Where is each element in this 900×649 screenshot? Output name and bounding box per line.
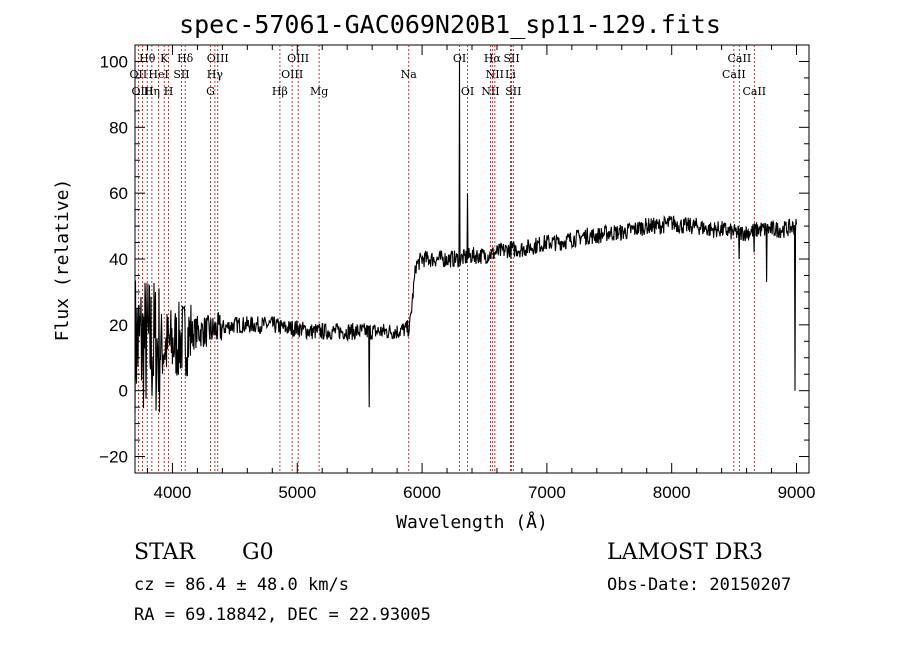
- x-tick-label: 5000: [278, 483, 316, 502]
- spectrum-line: [134, 61, 798, 414]
- obs-date: Obs-Date: 20150207: [607, 575, 792, 595]
- line-label: Hα: [484, 52, 502, 65]
- y-axis: −20 0 20 40 60 80 100: [99, 52, 809, 467]
- survey-label: LAMOST DR3: [607, 540, 763, 565]
- line-label: NII: [481, 85, 499, 98]
- line-label: OIII: [281, 68, 303, 81]
- line-label: CaII: [742, 85, 766, 98]
- line-label: SII: [505, 85, 521, 98]
- line-label: Hδ: [177, 52, 194, 65]
- y-tick-label: 100: [100, 52, 128, 71]
- x-tick-label: 7000: [528, 483, 566, 502]
- line-label: SII: [173, 68, 189, 81]
- line-label: CaII: [728, 52, 752, 65]
- line-label: OIII: [287, 52, 309, 65]
- x-tick-label: 8000: [653, 483, 691, 502]
- line-label: CaII: [722, 68, 746, 81]
- object-class: STAR: [134, 540, 195, 565]
- line-label: K: [160, 52, 169, 65]
- x-tick-label: 6000: [403, 483, 441, 502]
- y-tick-label: 60: [109, 184, 128, 203]
- line-label: OIII: [207, 52, 229, 65]
- y-tick-label: 20: [109, 316, 128, 335]
- redshift-value: cz = 86.4 ± 48.0 km/s: [134, 575, 349, 595]
- line-label: Li: [505, 68, 516, 81]
- line-label: Na: [401, 68, 418, 81]
- y-tick-label: 0: [119, 382, 128, 401]
- line-label: NII: [486, 68, 504, 81]
- ra-dec: RA = 69.18842, DEC = 22.93005: [134, 605, 431, 625]
- y-axis-label: Flux (relative): [52, 179, 73, 342]
- spectrum-series: [134, 61, 798, 414]
- line-label: OII: [130, 68, 148, 81]
- line-label: HeI: [148, 68, 168, 81]
- line-label: OI: [453, 52, 466, 65]
- line-label: Hη: [144, 85, 160, 98]
- line-label: SII: [503, 52, 519, 65]
- line-label: G: [206, 85, 215, 98]
- line-label: Hβ: [272, 85, 288, 98]
- x-axis-label: Wavelength (Å): [396, 511, 548, 533]
- y-tick-label: 80: [109, 118, 128, 137]
- line-label: OI: [461, 85, 474, 98]
- line-label: Hθ: [139, 52, 156, 65]
- x-tick-label: 9000: [778, 483, 816, 502]
- line-label: Mg: [310, 85, 328, 98]
- chart-title: spec-57061-GAC069N20B1_sp11-129.fits: [179, 10, 721, 39]
- x-tick-label: 4000: [154, 483, 192, 502]
- line-label: Hγ: [207, 68, 224, 81]
- y-tick-label: −20: [99, 448, 128, 467]
- x-axis: 4000 5000 6000 7000 8000 9000: [146, 45, 816, 502]
- line-label: H: [164, 85, 174, 98]
- y-tick-label: 40: [109, 250, 128, 269]
- subclass: G0: [242, 540, 274, 565]
